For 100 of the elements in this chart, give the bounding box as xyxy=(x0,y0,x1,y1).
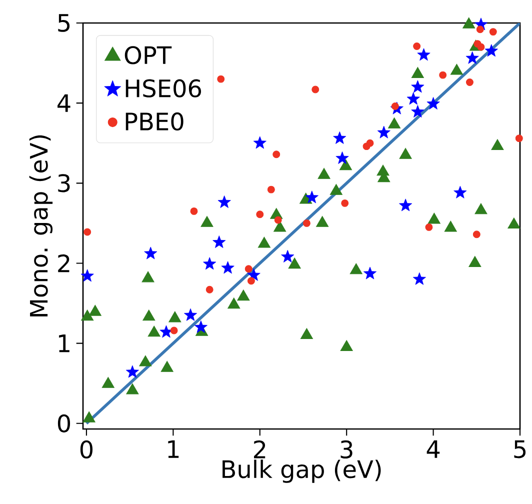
point xyxy=(428,212,440,224)
point xyxy=(84,228,92,236)
x-tick-label: 1 xyxy=(168,440,179,458)
point xyxy=(412,272,426,285)
point xyxy=(203,257,216,270)
point xyxy=(88,304,102,316)
y-tick-label: 0 xyxy=(58,414,70,432)
point xyxy=(247,277,255,285)
point xyxy=(491,139,504,150)
point xyxy=(330,184,342,195)
point xyxy=(363,266,377,280)
point xyxy=(340,340,353,352)
point xyxy=(168,311,182,322)
point xyxy=(253,136,266,149)
point xyxy=(212,236,226,248)
point xyxy=(267,186,275,194)
point xyxy=(206,286,214,294)
y-tick-label: 4 xyxy=(58,94,70,112)
y-axis-title: Mono. gap (eV) xyxy=(29,135,53,316)
point xyxy=(218,196,231,208)
point xyxy=(476,26,484,34)
point xyxy=(391,102,399,110)
point xyxy=(425,223,433,231)
point xyxy=(474,203,488,214)
point xyxy=(450,64,463,75)
point xyxy=(411,67,424,78)
point xyxy=(274,220,286,232)
point xyxy=(489,28,497,36)
point xyxy=(333,131,346,144)
point xyxy=(200,216,214,227)
point xyxy=(274,216,282,224)
point xyxy=(411,105,424,118)
point xyxy=(466,78,474,86)
point xyxy=(144,246,158,260)
point xyxy=(468,256,482,267)
point xyxy=(80,269,94,282)
point xyxy=(221,261,234,274)
point xyxy=(454,186,467,198)
point xyxy=(184,308,198,321)
point xyxy=(148,326,160,337)
point xyxy=(217,75,225,83)
point xyxy=(160,325,173,338)
point xyxy=(388,117,401,128)
point xyxy=(126,383,139,394)
point xyxy=(316,216,329,227)
point xyxy=(288,258,301,269)
point xyxy=(339,159,352,170)
point xyxy=(426,97,440,110)
y-tick-label: 5 xyxy=(58,14,70,32)
x-tick-label: 3 xyxy=(340,440,352,459)
point xyxy=(515,134,523,142)
y-tick-label: 2 xyxy=(58,254,70,272)
point xyxy=(439,71,447,79)
point xyxy=(508,218,520,229)
y-tick-label: 3 xyxy=(58,174,70,192)
point xyxy=(190,207,198,215)
point xyxy=(302,219,310,227)
point xyxy=(300,328,313,340)
point xyxy=(318,168,330,179)
point xyxy=(462,17,476,28)
point xyxy=(142,271,154,282)
point xyxy=(139,355,152,366)
point xyxy=(228,298,240,309)
point xyxy=(170,326,178,334)
point xyxy=(272,150,280,158)
point xyxy=(399,198,412,212)
point xyxy=(102,376,114,388)
point xyxy=(126,365,139,378)
x-tick-label: 0 xyxy=(80,440,93,459)
point xyxy=(406,92,420,105)
point xyxy=(81,310,94,321)
point xyxy=(466,51,479,64)
point xyxy=(258,236,270,248)
point xyxy=(244,265,252,273)
point xyxy=(477,43,485,51)
point xyxy=(237,290,250,301)
point xyxy=(472,230,480,238)
point xyxy=(341,199,349,207)
x-tick-label: 5 xyxy=(514,440,526,458)
x-tick-label: 4 xyxy=(426,440,440,458)
point xyxy=(413,42,421,50)
y-tick-label: 1 xyxy=(58,334,70,352)
point xyxy=(366,139,374,147)
point xyxy=(350,263,362,274)
point xyxy=(411,80,424,93)
point xyxy=(312,86,320,94)
point xyxy=(142,310,156,321)
point xyxy=(377,126,390,138)
point xyxy=(399,148,412,159)
point xyxy=(417,48,430,61)
point xyxy=(82,411,96,422)
point xyxy=(160,360,174,372)
legend-label: PBE0 xyxy=(126,112,184,131)
x-axis-title: Bulk gap (eV) xyxy=(222,460,381,483)
legend-label: HSE06 xyxy=(126,79,202,98)
point xyxy=(444,220,457,232)
point xyxy=(305,190,318,204)
point xyxy=(194,320,208,333)
point xyxy=(484,44,498,57)
point xyxy=(336,151,349,164)
